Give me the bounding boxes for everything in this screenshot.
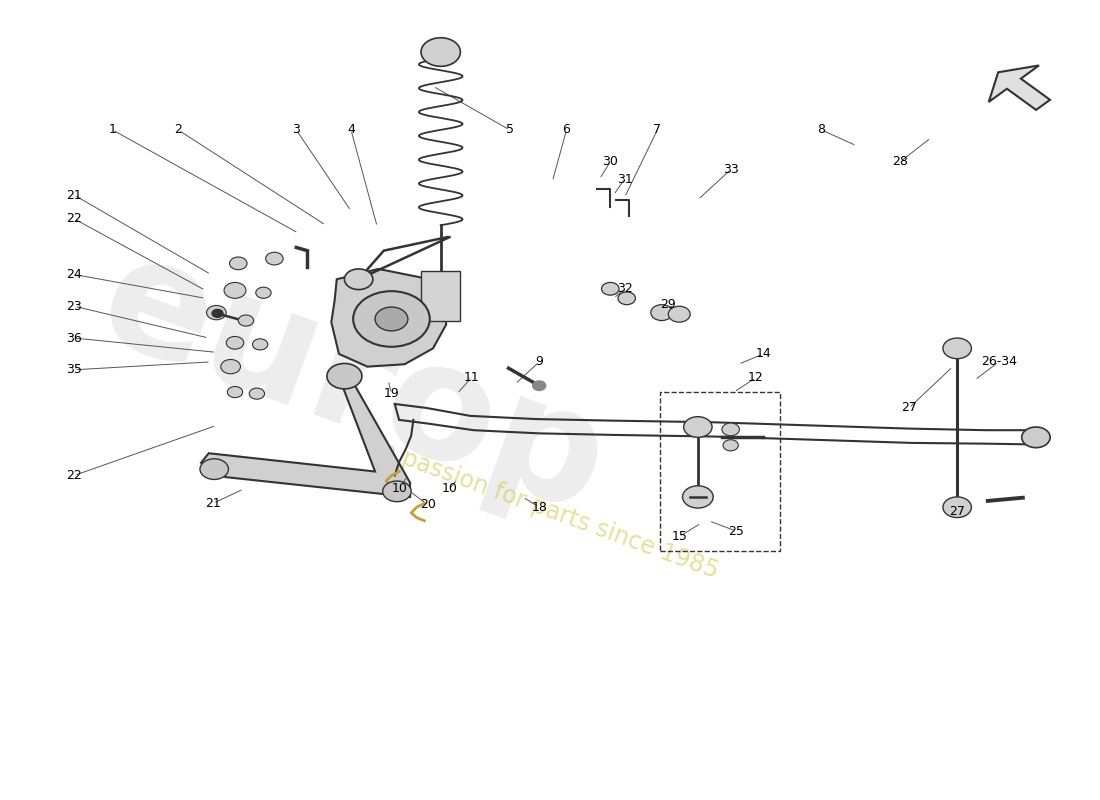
Polygon shape	[201, 368, 410, 497]
Circle shape	[1022, 427, 1050, 448]
Text: 14: 14	[756, 347, 771, 361]
Circle shape	[651, 305, 673, 321]
Text: 31: 31	[617, 173, 632, 186]
Circle shape	[723, 440, 738, 451]
Text: 11: 11	[463, 371, 480, 384]
Text: 28: 28	[892, 155, 909, 168]
Text: 21: 21	[66, 189, 82, 202]
Circle shape	[250, 388, 264, 399]
Circle shape	[353, 291, 430, 346]
Text: 20: 20	[419, 498, 436, 511]
Polygon shape	[989, 66, 1050, 110]
Text: 2: 2	[174, 123, 182, 136]
Circle shape	[532, 381, 546, 390]
Text: 4: 4	[346, 123, 355, 136]
Circle shape	[344, 269, 373, 290]
Circle shape	[669, 306, 690, 322]
Circle shape	[602, 282, 619, 295]
Text: 6: 6	[562, 123, 571, 136]
Circle shape	[722, 423, 739, 436]
Text: 30: 30	[603, 155, 618, 168]
Text: 3: 3	[293, 123, 300, 136]
Circle shape	[207, 306, 227, 320]
Text: 27: 27	[901, 402, 917, 414]
Circle shape	[221, 359, 241, 374]
Circle shape	[327, 363, 362, 389]
Circle shape	[943, 338, 971, 358]
Text: 24: 24	[66, 268, 82, 281]
Text: europ: europ	[80, 222, 626, 546]
Text: 5: 5	[506, 123, 514, 136]
Circle shape	[253, 339, 267, 350]
Circle shape	[683, 417, 712, 438]
Circle shape	[618, 292, 636, 305]
Text: 35: 35	[66, 363, 82, 376]
Text: 1: 1	[109, 123, 117, 136]
Text: 25: 25	[728, 525, 744, 538]
Circle shape	[383, 481, 411, 502]
Text: 10: 10	[441, 482, 458, 495]
Circle shape	[943, 497, 971, 518]
Text: 10: 10	[392, 482, 407, 495]
Text: 27: 27	[949, 505, 965, 518]
Circle shape	[239, 315, 254, 326]
Text: a passion for parts since 1985: a passion for parts since 1985	[378, 439, 722, 583]
Text: 32: 32	[617, 282, 632, 295]
Circle shape	[375, 307, 408, 331]
Text: 29: 29	[660, 298, 676, 311]
Circle shape	[421, 38, 461, 66]
Text: 7: 7	[653, 123, 661, 136]
Circle shape	[224, 282, 246, 298]
Text: 22: 22	[66, 212, 82, 226]
Circle shape	[212, 310, 223, 318]
Circle shape	[227, 337, 244, 349]
Polygon shape	[331, 269, 447, 366]
Text: 9: 9	[536, 355, 543, 368]
Text: 26-34: 26-34	[981, 355, 1016, 368]
Text: 23: 23	[66, 300, 82, 313]
Text: 8: 8	[817, 123, 825, 136]
Text: 22: 22	[66, 469, 82, 482]
Text: 21: 21	[206, 497, 221, 510]
Circle shape	[228, 386, 243, 398]
Circle shape	[256, 287, 271, 298]
Text: 19: 19	[384, 387, 399, 400]
Text: 12: 12	[748, 371, 763, 384]
Circle shape	[265, 252, 283, 265]
Text: 15: 15	[671, 530, 688, 543]
Bar	[660, 392, 780, 551]
Text: 33: 33	[723, 163, 738, 176]
Text: 36: 36	[66, 331, 82, 345]
Polygon shape	[421, 271, 461, 321]
Circle shape	[230, 257, 248, 270]
Text: 18: 18	[531, 501, 547, 514]
Circle shape	[200, 458, 229, 479]
Circle shape	[682, 486, 713, 508]
